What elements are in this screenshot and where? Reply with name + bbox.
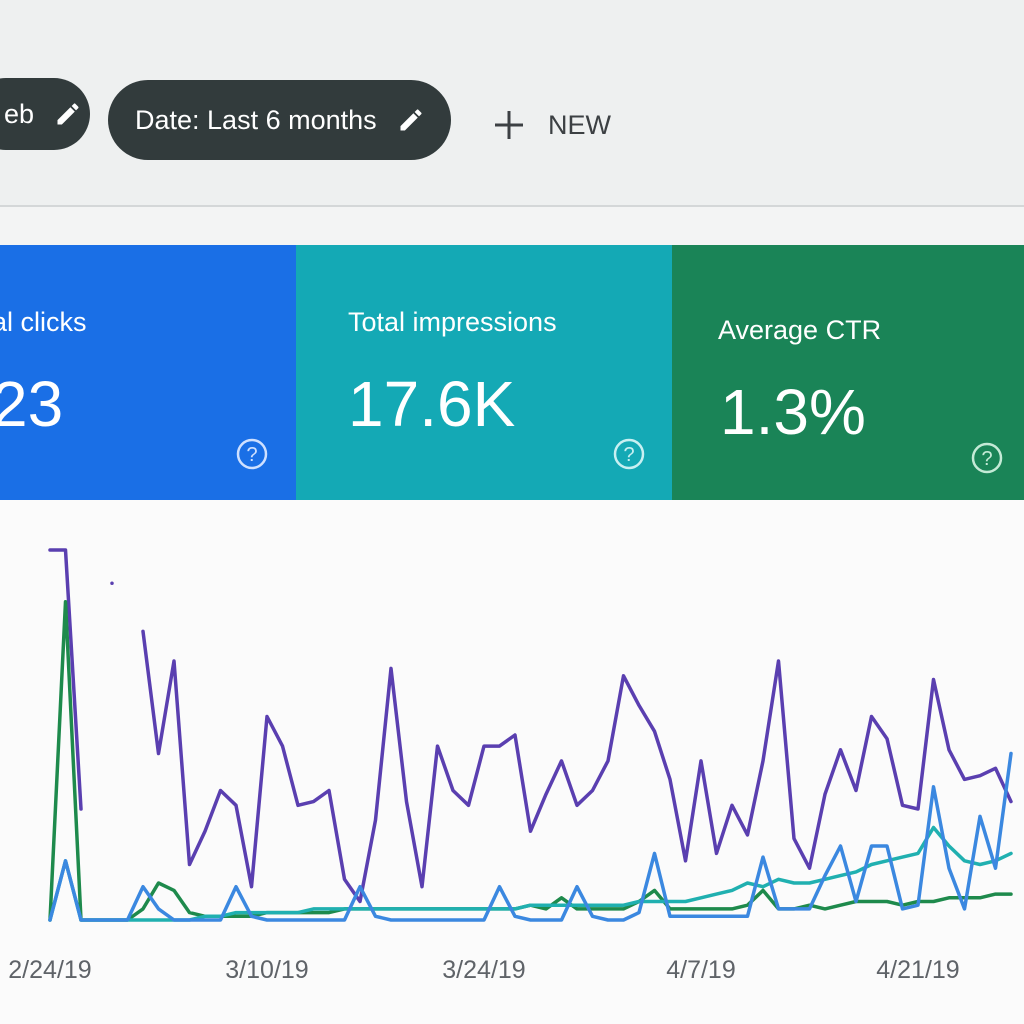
card-value: 23 — [0, 368, 64, 440]
series-line — [48, 600, 1013, 922]
series-line — [48, 548, 1013, 904]
new-label: NEW — [548, 109, 611, 140]
new-filter-button[interactable]: NEW — [492, 108, 611, 142]
card-title: al clicks — [0, 307, 87, 337]
card-title: Total impressions — [348, 307, 557, 337]
filter-bar: eb Date: Last 6 months NEW — [0, 0, 1024, 207]
filter-chip[interactable]: Date: Last 6 months — [108, 80, 451, 160]
metric-card[interactable]: Total impressions 17.6K ? — [296, 245, 672, 500]
series-line — [48, 825, 1013, 922]
plus-icon — [495, 111, 523, 139]
x-tick-label: 4/7/19 — [666, 956, 736, 984]
x-tick-label: 3/10/19 — [225, 956, 308, 984]
x-tick-label: 3/24/19 — [442, 956, 525, 984]
edit-icon — [57, 103, 79, 125]
chip-label: eb — [4, 98, 35, 129]
filter-chip[interactable]: eb — [0, 78, 90, 150]
x-tick-label: 2/24/19 — [8, 956, 91, 984]
card-value: 17.6K — [348, 368, 516, 440]
card-title: Average CTR — [718, 315, 882, 345]
metric-card[interactable]: al clicks 23 ? — [0, 245, 296, 500]
help-icon[interactable]: ? — [235, 437, 269, 471]
card-value: 1.3% — [720, 376, 866, 448]
svg-text:?: ? — [623, 444, 634, 466]
metric-card[interactable]: Average CTR 1.3% ? — [672, 245, 1024, 500]
help-icon[interactable]: ? — [970, 441, 1004, 475]
svg-text:?: ? — [981, 448, 992, 470]
series-line — [48, 751, 1013, 922]
x-tick-label: 4/21/19 — [876, 956, 959, 984]
help-icon[interactable]: ? — [612, 437, 646, 471]
chart-area: 2/24/19 3/10/19 3/24/19 4/7/19 4/21/19 — [0, 500, 1024, 1024]
chip-label: Date: Last 6 months — [135, 104, 377, 135]
svg-text:?: ? — [246, 444, 257, 466]
chart: 2/24/19 3/10/19 3/24/19 4/7/19 4/21/19 — [8, 548, 1013, 984]
edit-icon — [400, 109, 422, 131]
